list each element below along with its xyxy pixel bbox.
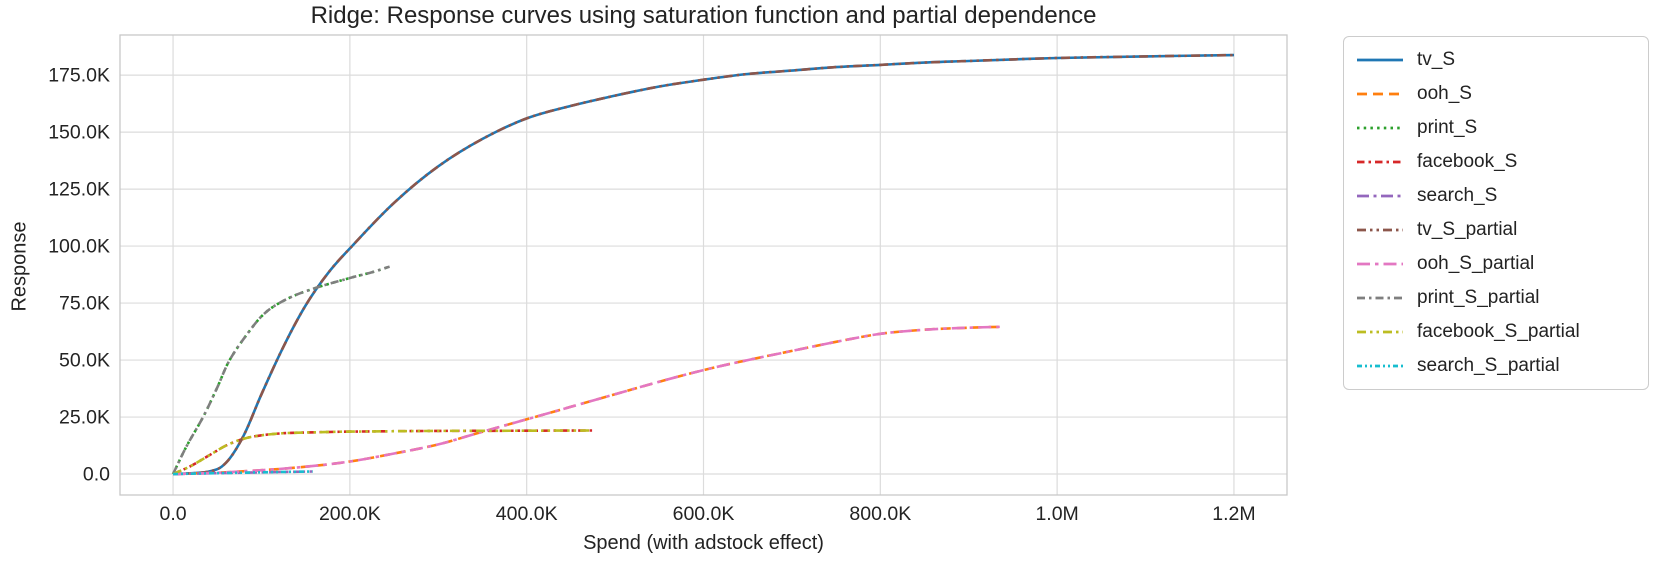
series-line-search_S_partial <box>173 470 313 476</box>
series-lines <box>171 53 1235 476</box>
legend-item-print_S_partial: print_S_partial <box>1356 281 1648 315</box>
legend-line-sample <box>1357 58 1403 62</box>
legend-line-sample <box>1357 194 1403 198</box>
x-tick-label: 1.0M <box>1035 503 1078 525</box>
x-tick-label: 600.0K <box>673 503 735 525</box>
legend-item-facebook_S: facebook_S <box>1356 145 1648 179</box>
legend-line-sample <box>1357 160 1403 164</box>
legend-label: ooh_S_partial <box>1417 253 1535 274</box>
x-tick-label: 200.0K <box>319 503 381 525</box>
legend-item-facebook_S_partial: facebook_S_partial <box>1356 315 1648 349</box>
tick-labels: 0.0 200.0K 400.0K 600.0K 800.0K 1.0M 1.2M 0.0 25… <box>48 65 1255 525</box>
legend-item-ooh_S: ooh_S <box>1356 77 1648 111</box>
legend-line-sample <box>1357 92 1403 96</box>
series-line-facebook_S_partial <box>172 429 594 476</box>
y-tick-label: 50.0K <box>59 350 110 372</box>
legend-label: search_S_partial <box>1417 355 1560 376</box>
y-tick-label: 125.0K <box>48 179 110 201</box>
y-axis-title: Response <box>8 221 31 312</box>
x-tick-label: 800.0K <box>849 503 911 525</box>
plot-border <box>119 34 1288 496</box>
series-line-facebook_S <box>172 429 594 476</box>
legend: tv_S ooh_S print_S facebook_S search_S tv_S_p… <box>1343 36 1649 390</box>
legend-label: print_S <box>1417 117 1478 138</box>
legend-line-sample <box>1357 296 1403 300</box>
legend-label: tv_S <box>1417 49 1456 70</box>
x-axis-title: Spend (with adstock effect) <box>583 532 824 554</box>
series-line-print_S_partial <box>171 265 390 475</box>
y-tick-label: 0.0 <box>83 464 110 486</box>
legend-item-search_S: search_S <box>1356 179 1648 213</box>
y-tick-label: 175.0K <box>48 65 110 87</box>
y-tick-label: 75.0K <box>59 293 110 315</box>
legend-line-sample <box>1357 228 1403 232</box>
legend-label: search_S <box>1417 185 1498 206</box>
series-line-print_S <box>171 265 390 475</box>
legend-label: print_S_partial <box>1417 287 1540 308</box>
legend-label: facebook_S <box>1417 151 1518 172</box>
legend-item-tv_S: tv_S <box>1356 43 1648 77</box>
legend-item-tv_S_partial: tv_S_partial <box>1356 213 1648 247</box>
legend-item-search_S_partial: search_S_partial <box>1356 349 1648 383</box>
x-tick-label: 0.0 <box>159 503 186 525</box>
legend-line-sample <box>1357 330 1403 334</box>
legend-line-sample <box>1357 126 1403 130</box>
series-line-tv_S_partial <box>172 53 1235 476</box>
legend-item-print_S: print_S <box>1356 111 1648 145</box>
chart-title: Ridge: Response curves using saturation … <box>310 2 1097 29</box>
x-tick-label: 400.0K <box>496 503 558 525</box>
y-tick-label: 25.0K <box>59 407 110 429</box>
legend-line-sample <box>1357 364 1403 368</box>
y-tick-label: 100.0K <box>48 236 110 258</box>
legend-line-sample <box>1357 262 1403 266</box>
legend-label: tv_S_partial <box>1417 219 1518 240</box>
x-tick-label: 1.2M <box>1212 503 1255 525</box>
series-line-ooh_S_partial <box>173 325 1005 476</box>
y-tick-label: 150.0K <box>48 122 110 144</box>
legend-item-ooh_S_partial: ooh_S_partial <box>1356 247 1648 281</box>
legend-label: ooh_S <box>1417 83 1472 104</box>
legend-label: facebook_S_partial <box>1417 321 1580 342</box>
gridlines <box>120 35 1287 495</box>
